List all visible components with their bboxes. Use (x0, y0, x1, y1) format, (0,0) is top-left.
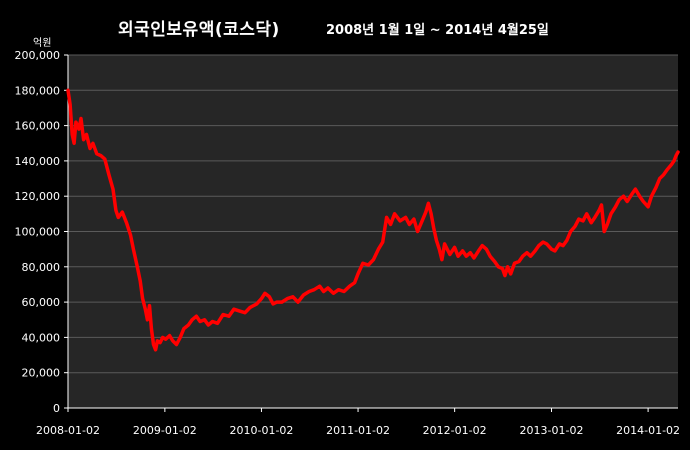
x-tick-label: 2014-01-02 (616, 424, 680, 437)
x-tick-label: 2012-01-02 (423, 424, 487, 437)
y-tick-label: 60,000 (22, 296, 61, 309)
x-tick-label: 2010-01-02 (229, 424, 293, 437)
y-tick-label: 0 (53, 402, 60, 415)
y-tick-label: 140,000 (15, 155, 61, 168)
x-tick-labels: 2008-01-02 2009-01-02 2010-01-02 2011-01-02… (36, 424, 680, 437)
x-tick-label: 2011-01-02 (326, 424, 390, 437)
y-tick-label: 20,000 (22, 367, 61, 380)
series-line (66, 88, 680, 352)
y-tick-label: 160,000 (15, 120, 61, 133)
chart-date-range: 2008년 1월 1일 ~ 2014년 4월25일 (326, 23, 549, 38)
y-axis-unit: 억원 (33, 38, 52, 49)
y-tick-label: 80,000 (22, 261, 61, 274)
x-tick-label: 2008-01-02 (36, 424, 100, 437)
x-tick-label: 2013-01-02 (520, 424, 584, 437)
y-tick-label: 120,000 (15, 190, 61, 203)
x-tick-label: 2009-01-02 (133, 424, 197, 437)
y-tick-label: 40,000 (22, 331, 61, 344)
y-tick-label: 200,000 (15, 49, 61, 62)
axes (67, 55, 678, 409)
chart-title: 외국인보유액(코스닥) (118, 20, 280, 40)
y-tick-labels: 0 20,000 40,000 60,000 80,000 100,000 120,000 1… (15, 49, 61, 415)
y-tick-label: 100,000 (15, 226, 61, 239)
y-tick-label: 180,000 (15, 84, 61, 97)
gridlines (64, 54, 678, 412)
